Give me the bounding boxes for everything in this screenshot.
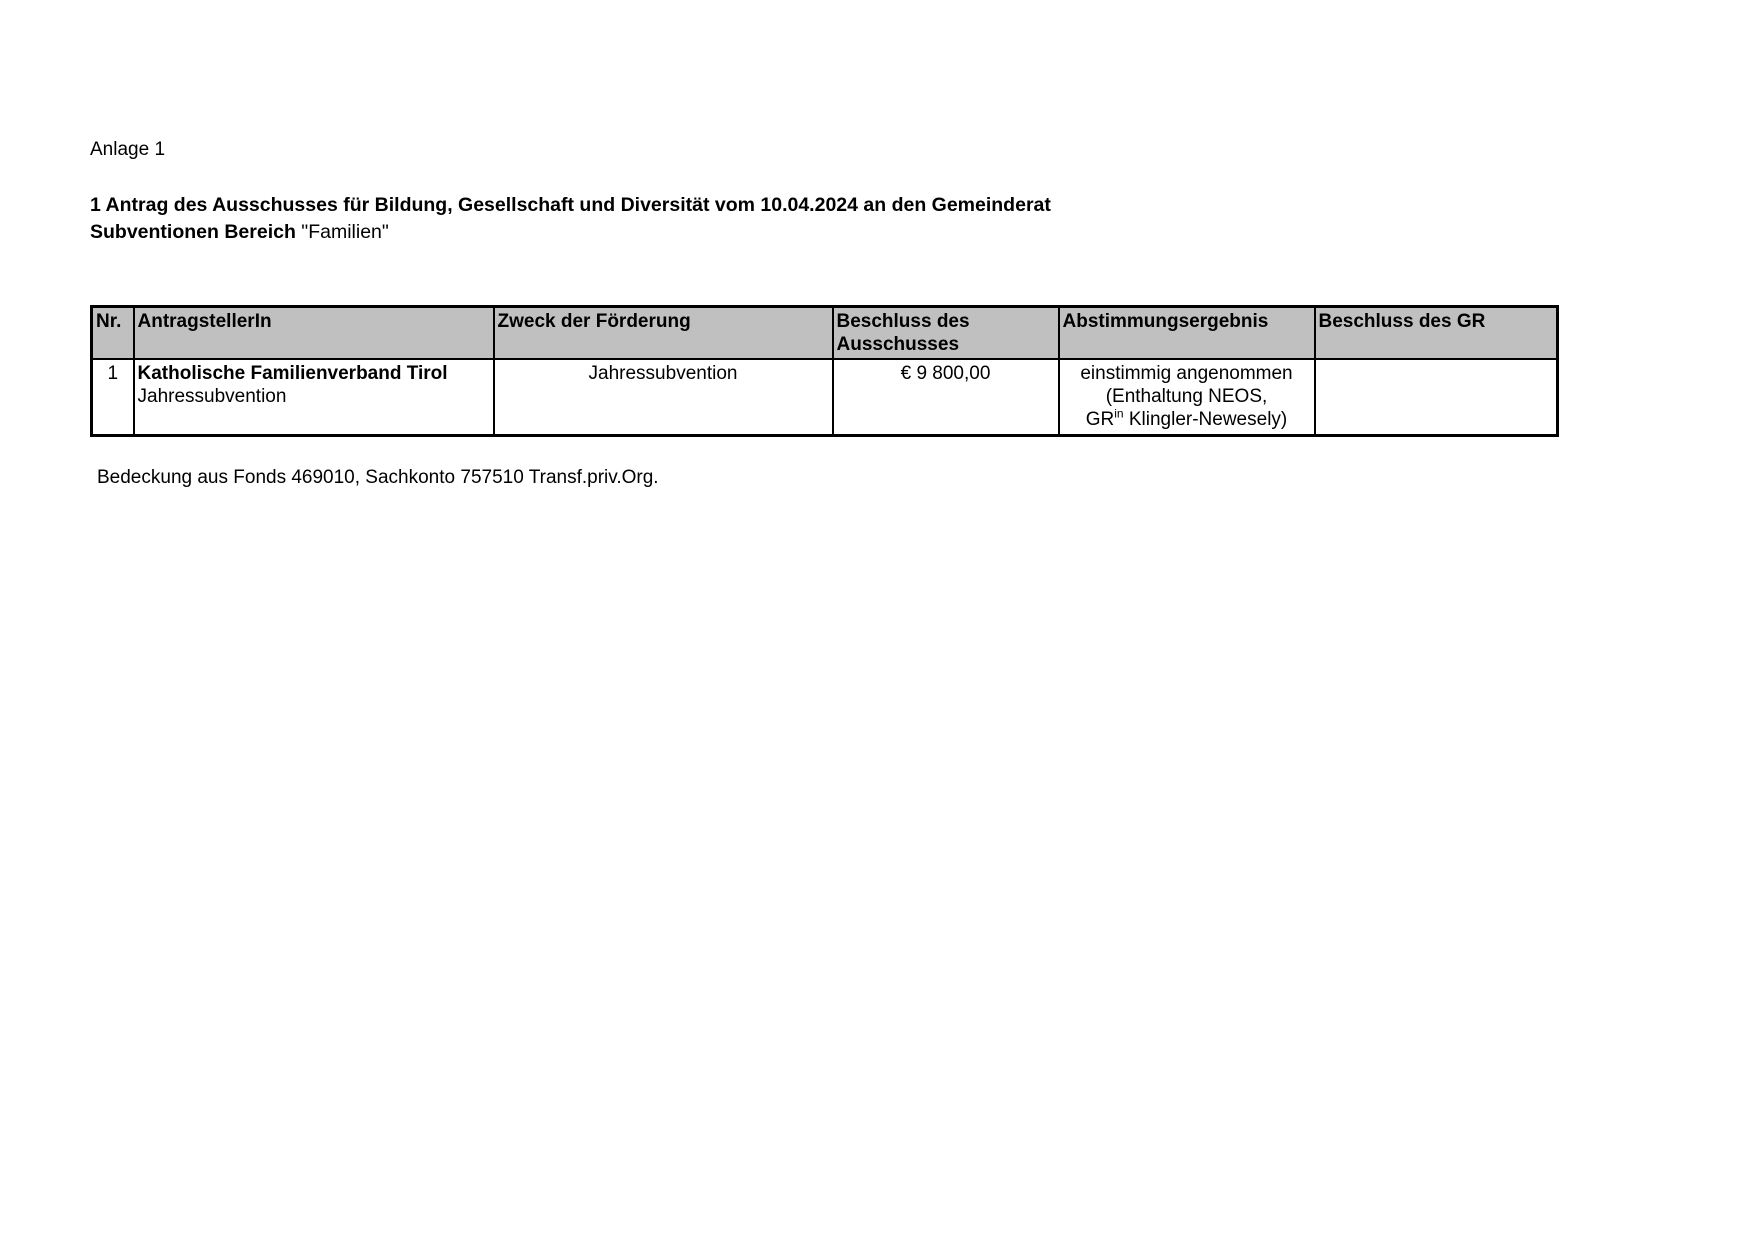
annex-label: Anlage 1 xyxy=(90,139,166,160)
vote-result-superscript: in xyxy=(1114,406,1124,421)
vote-result-line1: einstimmig angenommen xyxy=(1080,363,1293,384)
vote-result-line3-prefix: GR xyxy=(1085,409,1115,430)
cell-nr: 1 xyxy=(90,358,135,436)
applicant-detail: Jahressubvention xyxy=(137,386,287,407)
heading-line2-quoted: "Familien" xyxy=(301,221,389,243)
cell-antragstellerin: Katholische Familienverband Tirol Jahres… xyxy=(132,358,495,436)
table-row: 1 Katholische Familienverband Tirol Jahr… xyxy=(90,358,1559,436)
column-header-nr: Nr. xyxy=(90,305,135,360)
vote-result-line3-suffix: Klingler-Newesely) xyxy=(1123,409,1288,430)
column-header-beschluss-des-gr: Beschluss des GR xyxy=(1313,305,1559,360)
heading-line1: 1 Antrag des Ausschusses für Bildung, Ge… xyxy=(90,194,1051,216)
document-heading: 1 Antrag des Ausschusses für Bildung, Ge… xyxy=(90,192,1290,246)
column-header-antragstellerin: AntragstellerIn xyxy=(132,305,495,360)
table-header-row: Nr. AntragstellerIn Zweck der Förderung … xyxy=(90,305,1559,360)
cell-zweck-der-foerderung: Jahressubvention xyxy=(492,358,834,436)
cell-beschluss-des-ausschusses: € 9 800,00 xyxy=(831,358,1060,436)
applicant-name: Katholische Familienverband Tirol xyxy=(137,363,448,384)
cell-abstimmungsergebnis: einstimmig angenommen (Enthaltung NEOS, … xyxy=(1057,358,1316,436)
cell-beschluss-des-gr xyxy=(1313,358,1559,436)
column-header-abstimmungsergebnis: Abstimmungsergebnis xyxy=(1057,305,1316,360)
column-header-zweck-der-foerderung: Zweck der Förderung xyxy=(492,305,834,360)
heading-line2-bold: Subventionen Bereich xyxy=(90,221,296,243)
column-header-beschluss-des-ausschusses: Beschluss des Ausschusses xyxy=(831,305,1060,360)
funding-note: Bedeckung aus Fonds 469010, Sachkonto 75… xyxy=(97,467,659,488)
subsidy-table: Nr. AntragstellerIn Zweck der Förderung … xyxy=(90,305,1559,437)
vote-result-line2: (Enthaltung NEOS, xyxy=(1105,386,1268,407)
